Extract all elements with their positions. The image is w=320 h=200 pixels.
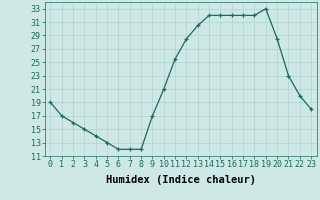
X-axis label: Humidex (Indice chaleur): Humidex (Indice chaleur) [106, 175, 256, 185]
